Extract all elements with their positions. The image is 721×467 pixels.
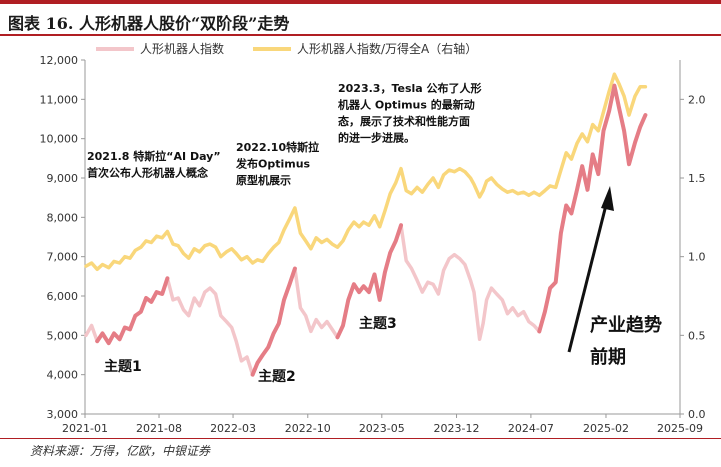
trend-label-line-1: 产业趋势 (590, 314, 662, 336)
x-tick-label: 2022-03 (210, 422, 256, 435)
annotations: 2021.8 特斯拉“AI Day” 首次公布人形机器人概念 2022.10特斯拉发… (87, 81, 662, 385)
trend-arrow (567, 186, 614, 353)
x-tick-label: 2023-05 (359, 422, 405, 435)
y2-tick-label: 0.0 (688, 408, 706, 421)
y2-tick-label: 1.5 (688, 172, 706, 185)
bottom-rule (0, 438, 721, 439)
y2-tick-label: 2.0 (688, 93, 706, 106)
legend: 人形机器人指数 人形机器人指数/万得全A（右轴） (96, 41, 477, 56)
annotation-line: 发布Optimus (235, 157, 311, 171)
annotation-line: 2022.10特斯拉 (236, 140, 319, 154)
y-tick-label: 6,000 (47, 290, 79, 303)
annotation-line: 原型机展示 (236, 173, 291, 187)
y-tick-label: 4,000 (47, 369, 79, 382)
annotation-line: 的进一步进展。 (338, 131, 415, 145)
y-tick-label: 11,000 (40, 93, 79, 106)
trend-label-line-2: 前期 (590, 346, 626, 368)
y-tick-label: 12,000 (40, 54, 79, 67)
series-line-index-highlight-3 (335, 223, 403, 340)
annotation-line: 态，展示了技术和性能方面 (338, 114, 470, 128)
annotation-line: 首次公布人形机器人概念 (87, 166, 209, 180)
series-line-index-highlight-4 (537, 83, 648, 334)
y-tick-label: 7,000 (47, 251, 79, 264)
legend-label-index: 人形机器人指数 (140, 41, 224, 56)
series-line-ratio (84, 72, 648, 272)
title-rule (0, 34, 721, 36)
y-tick-label: 3,000 (47, 408, 79, 421)
y2-tick-label: 1.0 (688, 251, 706, 264)
annotation-line: 2023.3，Tesla 公布了人形 (338, 81, 482, 95)
x-tick-label: 2022-10 (285, 422, 331, 435)
legend-label-ratio: 人形机器人指数/万得全A（右轴） (297, 41, 477, 56)
x-tick-label: 2023-12 (434, 422, 480, 435)
x-tick-label: 2021-01 (62, 422, 108, 435)
y2-tick-label: 0.5 (688, 329, 706, 342)
y-tick-label: 8,000 (47, 211, 79, 224)
x-tick-label: 2024-07 (508, 422, 554, 435)
annotation-ann-2021-08: 2021.8 特斯拉“AI Day” 首次公布人形机器人概念 (87, 149, 221, 180)
source-note: 资料来源：万得，亿欧，中银证券 (30, 444, 211, 458)
series-lines (84, 72, 648, 377)
trend-arrow-head (601, 186, 614, 211)
series-line-index-highlight-1 (95, 276, 170, 346)
y-tick-label: 9,000 (47, 172, 79, 185)
annotation-ann-2023-03: 2023.3，Tesla 公布了人形机器人 Optimus 的最新动态，展示了技… (338, 81, 482, 145)
series-line-index-highlight-2 (250, 266, 297, 377)
top-accent-bar (0, 0, 721, 4)
y-tick-label: 10,000 (40, 133, 79, 146)
x-tick-label: 2021-08 (136, 422, 182, 435)
axes: 3,000 4,000 5,000 6,000 7,000 8,000 9,000 10,00… (40, 54, 706, 435)
y-tick-label: 5,000 (47, 329, 79, 342)
annotation-line: 机器人 Optimus 的最新动 (338, 98, 475, 112)
theme-label-3: 主题3 (359, 315, 397, 332)
x-tick-label: 2025-02 (583, 422, 629, 435)
theme-label-1: 主题1 (104, 358, 142, 375)
annotation-ann-2022-10: 2022.10特斯拉发布Optimus 原型机展示 (235, 140, 319, 187)
theme-label-2: 主题2 (258, 368, 296, 385)
trend-arrow-shaft (567, 200, 609, 353)
chart: 人形机器人指数 人形机器人指数/万得全A（右轴） 3,000 4,000 5,000 6… (40, 41, 706, 435)
annotation-line: 2021.8 特斯拉“AI Day” (87, 149, 221, 163)
x-tick-label: 2025-09 (657, 422, 703, 435)
figure-title: 图表 16. 人形机器人股价“双阶段”走势 (8, 14, 290, 33)
